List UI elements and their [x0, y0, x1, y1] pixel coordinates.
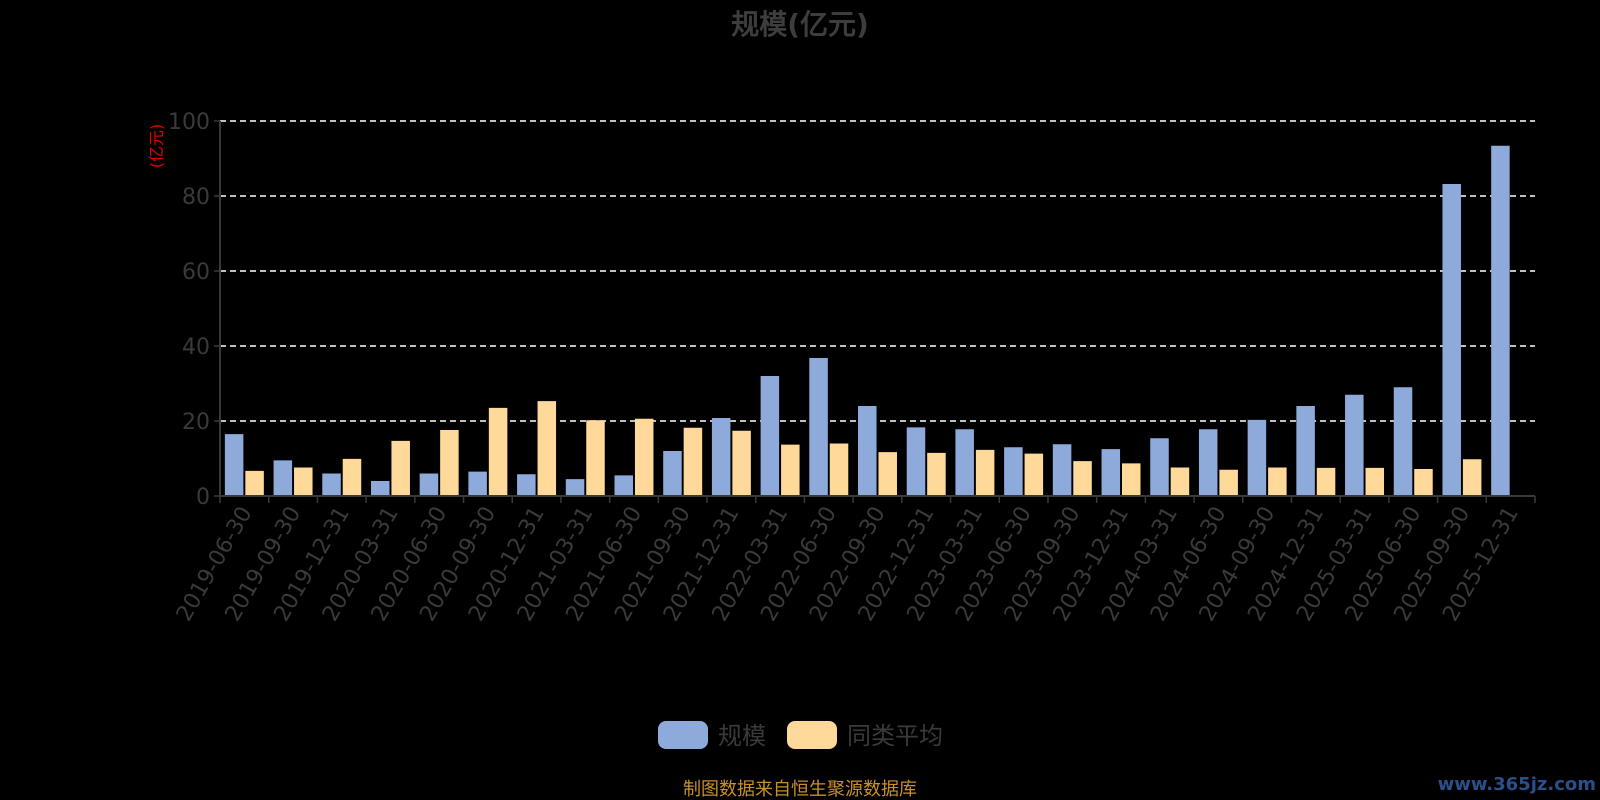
bar-scale[interactable] [906, 427, 926, 496]
y-tick-label: 80 [182, 185, 210, 210]
bar-scale[interactable] [858, 406, 877, 496]
bar-peer-average[interactable] [683, 427, 703, 496]
bars [224, 145, 1510, 497]
legend-label: 规模 [718, 722, 766, 750]
bar-peer-average[interactable] [1268, 467, 1287, 497]
bar-scale[interactable] [1101, 449, 1121, 496]
y-tick-label: 100 [168, 110, 210, 135]
bar-scale[interactable] [419, 473, 439, 497]
axes [214, 120, 1536, 503]
bar-peer-average[interactable] [634, 418, 654, 496]
bar-scale[interactable] [322, 473, 341, 497]
y-axis-label: (亿元) [147, 124, 166, 169]
bar-scale[interactable] [1150, 438, 1169, 496]
y-tick-label: 40 [182, 335, 210, 360]
bar-scale[interactable] [1052, 444, 1072, 496]
bar-scale[interactable] [1296, 406, 1315, 496]
bar-scale[interactable] [224, 434, 244, 496]
bar-scale[interactable] [1004, 447, 1023, 496]
bar-peer-average[interactable] [440, 430, 459, 496]
bar-scale[interactable] [1198, 429, 1218, 496]
bar-scale[interactable] [1345, 394, 1364, 496]
legend-swatch [658, 721, 708, 749]
bar-peer-average[interactable] [829, 443, 849, 497]
bar-peer-average[interactable] [1462, 459, 1482, 496]
bar-peer-average[interactable] [1170, 467, 1190, 497]
legend-swatch [787, 721, 837, 749]
y-tick-label: 60 [182, 260, 210, 285]
y-tick-label: 20 [182, 410, 210, 435]
bar-peer-average[interactable] [1414, 469, 1433, 496]
bar-scale[interactable] [1442, 184, 1461, 496]
bar-peer-average[interactable] [781, 444, 800, 496]
y-tick-labels: 0 20 40 60 80 100 [168, 110, 210, 510]
legend[interactable]: 规模 同类平均 [658, 721, 943, 750]
bar-peer-average[interactable] [927, 452, 946, 496]
bar-peer-average[interactable] [245, 470, 264, 496]
bar-peer-average[interactable] [586, 420, 605, 496]
bar-scale[interactable] [955, 429, 974, 496]
bar-scale[interactable] [663, 451, 682, 496]
bar-peer-average[interactable] [732, 430, 751, 496]
bar-peer-average[interactable] [1365, 467, 1385, 496]
bar-scale[interactable] [1393, 387, 1413, 496]
legend-item[interactable]: 规模 [658, 721, 766, 750]
bar-peer-average[interactable] [1121, 463, 1141, 496]
bar-peer-average[interactable] [537, 401, 557, 496]
bar-peer-average[interactable] [294, 467, 313, 497]
watermark: www.365jz.com [1438, 774, 1596, 795]
bar-scale[interactable] [711, 418, 731, 496]
bar-peer-average[interactable] [1316, 467, 1336, 496]
bar-scale[interactable] [614, 475, 634, 496]
bar-scale[interactable] [760, 376, 780, 496]
x-tick-labels: 2019-06-302019-09-302019-12-312020-03-31… [172, 502, 1524, 625]
bar-peer-average[interactable] [975, 449, 995, 496]
y-tick-label: 0 [196, 485, 210, 510]
data-source-note: 制图数据来自恒生聚源数据库 [683, 779, 917, 800]
bar-peer-average[interactable] [1219, 469, 1238, 496]
bar-scale[interactable] [809, 358, 828, 496]
bar-peer-average[interactable] [342, 458, 362, 496]
chart-title: 规模(亿元) [731, 8, 869, 41]
legend-item[interactable]: 同类平均 [787, 721, 943, 750]
bar-peer-average[interactable] [391, 440, 410, 496]
legend-label: 同类平均 [847, 722, 943, 750]
bar-peer-average[interactable] [878, 452, 897, 496]
grid-lines [220, 120, 1535, 422]
bar-peer-average[interactable] [1024, 453, 1044, 496]
bar-scale[interactable] [370, 481, 390, 496]
bar-scale[interactable] [565, 479, 585, 496]
bar-scale[interactable] [1491, 145, 1510, 496]
bar-scale[interactable] [273, 460, 293, 496]
bar-scale[interactable] [1247, 419, 1267, 496]
bar-scale[interactable] [468, 471, 487, 496]
bar-peer-average[interactable] [488, 407, 508, 496]
bar-scale[interactable] [517, 474, 536, 496]
bar-peer-average[interactable] [1073, 461, 1092, 496]
